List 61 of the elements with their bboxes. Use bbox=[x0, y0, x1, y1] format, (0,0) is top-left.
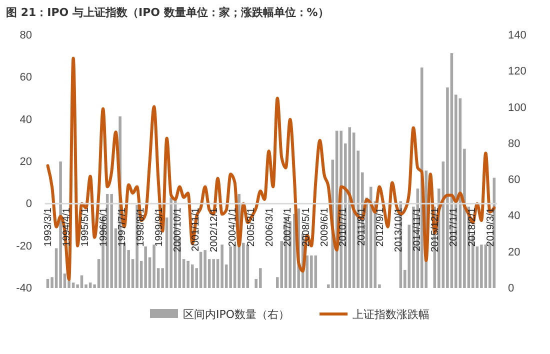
bar bbox=[212, 259, 215, 288]
y2-tick-label: 80 bbox=[508, 138, 520, 150]
bar bbox=[220, 244, 224, 288]
bar bbox=[258, 268, 262, 288]
y2-tick-label: 140 bbox=[508, 30, 526, 42]
x-tick-label: 2013/10/1 bbox=[393, 207, 404, 252]
x-tick-label: 2019/3/1 bbox=[485, 207, 496, 247]
x-tick-label: 2002/12/1 bbox=[209, 207, 220, 252]
y2-tick-label: 20 bbox=[508, 246, 520, 258]
bar bbox=[246, 244, 250, 288]
y-tick-label: -20 bbox=[16, 240, 32, 252]
y2-tick-label: 0 bbox=[508, 282, 514, 295]
bar bbox=[369, 186, 372, 288]
bar bbox=[144, 246, 147, 288]
x-tick-label: 1998/8/1 bbox=[135, 207, 146, 247]
y2-tick-label: 100 bbox=[508, 102, 526, 114]
y-tick-label: 0 bbox=[26, 198, 32, 210]
bar bbox=[229, 246, 232, 288]
x-tick-label: 2018/2/1 bbox=[467, 207, 478, 247]
chart-title: 图 21：IPO 与上证指数（IPO 数量单位：家；涨跌幅单位：%） bbox=[6, 6, 329, 19]
bar bbox=[348, 127, 352, 288]
x-tick-label: 2009/6/1 bbox=[320, 207, 331, 247]
x-tick-label: 2015/12/1 bbox=[430, 207, 442, 252]
x-tick-label: 2012/9/1 bbox=[374, 207, 386, 247]
x-tick-label: 2001/11/1 bbox=[190, 207, 202, 252]
y-tick-label: -40 bbox=[16, 282, 32, 295]
y-tick-label: 40 bbox=[20, 114, 32, 126]
y2-tick-label: 60 bbox=[508, 174, 520, 186]
bar bbox=[59, 162, 62, 288]
x-tick-label: 2005/2/1 bbox=[246, 207, 258, 247]
bar bbox=[110, 194, 113, 288]
y-tick-label: 20 bbox=[20, 156, 32, 168]
x-tick-label: 2011/8/1 bbox=[356, 207, 368, 246]
y2-tick-label: 40 bbox=[508, 210, 520, 222]
bar bbox=[88, 282, 92, 288]
bar bbox=[190, 264, 194, 288]
legend-label: 上证指数涨跌幅 bbox=[352, 308, 430, 321]
bar bbox=[314, 255, 318, 288]
x-tick-label: 1996/6/1 bbox=[98, 207, 110, 247]
x-tick-label: 2007/4/1 bbox=[282, 207, 294, 247]
x-tick-label: 2017/1/1 bbox=[448, 207, 460, 247]
y-tick-label: 60 bbox=[20, 72, 32, 84]
x-tick-label: 1995/5/1 bbox=[80, 207, 92, 247]
bar bbox=[72, 282, 75, 288]
x-tick-label: 2010/7/1 bbox=[338, 207, 350, 247]
bar bbox=[152, 244, 156, 288]
y2-tick-label: 120 bbox=[508, 66, 526, 78]
y-tick-label: 80 bbox=[20, 30, 32, 42]
x-tick-label: 1997/7/1 bbox=[116, 207, 128, 247]
x-tick-label: 2014/11/1 bbox=[412, 207, 423, 252]
x-tick-label: 1993/3/1 bbox=[43, 207, 54, 247]
bar bbox=[480, 244, 483, 288]
x-tick-label: 2008/5/1 bbox=[301, 207, 312, 247]
x-tick-label: 2006/3/1 bbox=[264, 207, 276, 247]
x-tick-label: 1994/4/1 bbox=[62, 207, 73, 247]
bar bbox=[484, 244, 488, 288]
x-tick-label: 2000/10/1 bbox=[172, 207, 184, 252]
x-tick-label: 2004/1/1 bbox=[228, 207, 239, 247]
legend-label: 区间内IPO数量（右） bbox=[183, 308, 290, 321]
bar bbox=[204, 250, 206, 288]
x-tick-label: 1999/9/1 bbox=[154, 207, 165, 247]
